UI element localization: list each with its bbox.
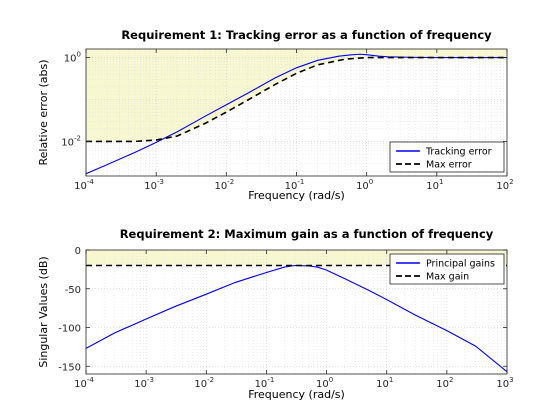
legend-label: Principal gains — [426, 259, 495, 270]
x-tick-base: 10 — [496, 181, 509, 192]
shaded-region — [86, 49, 507, 142]
x-tick-label: 101 — [376, 376, 393, 390]
x-tick-label: 102 — [436, 376, 453, 390]
x-tick-base: 10 — [214, 181, 227, 192]
x-tick-exponent: -3 — [157, 178, 164, 186]
x-tick-label: 10-2 — [194, 376, 214, 390]
x-tick-label: 10-3 — [134, 376, 154, 390]
y-tick-label: -50 — [65, 285, 81, 296]
x-tick-base: 10 — [74, 379, 87, 390]
x-tick-label: 10-4 — [74, 178, 94, 192]
y-axis-label: Singular Values (dB) — [37, 256, 50, 367]
y-tick-label: 10-2 — [61, 134, 81, 148]
x-tick-exponent: 1 — [439, 178, 443, 186]
x-tick-exponent: -1 — [267, 376, 274, 384]
x-tick-exponent: 2 — [509, 178, 513, 186]
x-tick-base: 10 — [496, 379, 509, 390]
x-tick-base: 10 — [426, 181, 439, 192]
x-tick-exponent: -1 — [297, 178, 304, 186]
legend-label: Max gain — [426, 272, 469, 283]
x-tick-exponent: -2 — [207, 376, 214, 384]
y-tick-label: 0 — [75, 246, 81, 257]
y-tick-label: -100 — [58, 324, 81, 335]
x-tick-exponent: 1 — [389, 376, 393, 384]
x-tick-base: 10 — [356, 181, 369, 192]
x-tick-exponent: 0 — [329, 376, 333, 384]
series-line-tracking-error — [86, 53, 507, 175]
x-tick-base: 10 — [134, 379, 147, 390]
x-tick-label: 101 — [426, 178, 443, 192]
x-tick-base: 10 — [144, 181, 157, 192]
x-tick-base: 10 — [285, 181, 298, 192]
x-tick-base: 10 — [194, 379, 207, 390]
grid — [86, 250, 507, 374]
x-tick-label: 10-4 — [74, 376, 94, 390]
chart-2: 10-4 10-3 10-2 10-1 100 101 102 1030-50-100-150… — [37, 227, 514, 401]
legend-label: Tracking error — [425, 147, 492, 158]
chart-1: 10-4 10-3 10-2 10-1 100 101 10210-2100Requirem… — [37, 28, 514, 202]
x-tick-exponent: -3 — [147, 376, 154, 384]
x-axis-label: Frequency (rad/s) — [248, 189, 345, 202]
x-tick-base: 10 — [316, 379, 329, 390]
y-tick-label: -150 — [58, 362, 81, 373]
x-tick-label: 10-3 — [144, 178, 164, 192]
axes-box — [85, 249, 508, 375]
x-tick-base: 10 — [74, 181, 87, 192]
y-tick-label: 100 — [64, 51, 81, 65]
grid — [86, 49, 507, 176]
x-tick-label: 100 — [356, 178, 373, 192]
legend: Tracking error Max error — [389, 141, 505, 173]
x-tick-exponent: 3 — [509, 376, 513, 384]
y-tick-exponent: -2 — [74, 134, 81, 142]
x-tick-label: 10-1 — [285, 178, 305, 192]
y-tick-exponent: 0 — [77, 51, 81, 59]
series-line-max-error — [86, 56, 507, 143]
y-axis-label: Relative error (abs) — [37, 59, 50, 165]
x-tick-exponent: 2 — [449, 376, 453, 384]
legend-label: Max error — [426, 160, 472, 171]
x-tick-base: 10 — [255, 379, 268, 390]
chart-title: Requirement 1: Tracking error as a funct… — [121, 28, 492, 42]
legend-box — [389, 141, 505, 173]
y-tick-base: 10 — [61, 137, 74, 148]
x-axis-label: Frequency (rad/s) — [248, 388, 345, 401]
x-tick-exponent: -4 — [87, 376, 95, 384]
x-tick-label: 10-1 — [255, 376, 275, 390]
x-tick-label: 10-2 — [214, 178, 234, 192]
x-tick-exponent: 0 — [369, 178, 373, 186]
legend-box — [389, 253, 505, 285]
x-tick-label: 103 — [496, 376, 513, 390]
x-tick-base: 10 — [376, 379, 389, 390]
x-tick-exponent: -4 — [87, 178, 95, 186]
x-tick-label: 100 — [316, 376, 333, 390]
x-tick-base: 10 — [436, 379, 449, 390]
x-tick-exponent: -2 — [227, 178, 234, 186]
legend: Principal gains Max gain — [389, 253, 505, 285]
y-tick-base: 10 — [64, 54, 77, 65]
x-tick-label: 102 — [496, 178, 513, 192]
chart-title: Requirement 2: Maximum gain as a functio… — [120, 227, 494, 241]
